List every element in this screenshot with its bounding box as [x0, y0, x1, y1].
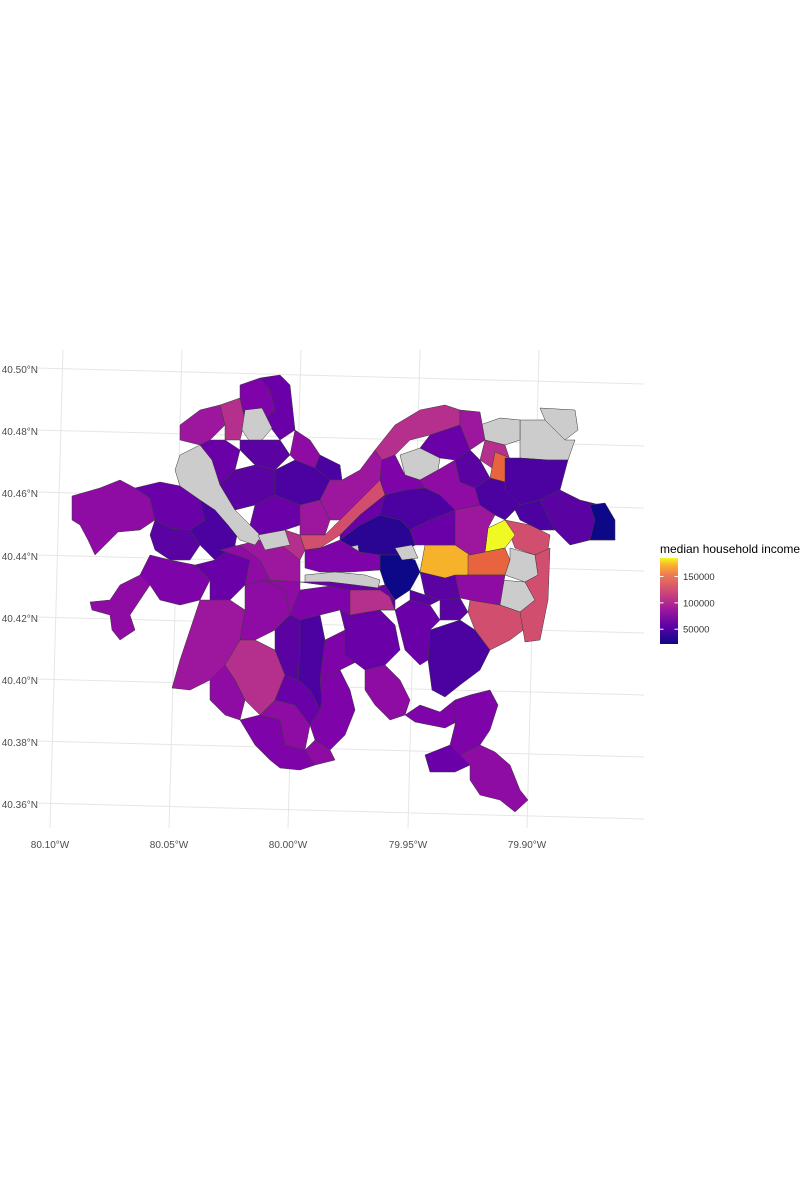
x-tick-label: 79.95°W	[389, 840, 428, 851]
x-axis-labels: 80.10°W 80.05°W 80.00°W 79.95°W 79.90°W	[31, 840, 547, 851]
tract-na-ne-1	[539, 407, 579, 441]
grid-line-80-10W	[49, 349, 64, 829]
grid-line-40-50N	[35, 367, 645, 385]
y-tick-label: 40.42°N	[2, 614, 38, 625]
y-tick-label: 40.50°N	[2, 365, 38, 376]
tract-ce-2	[467, 599, 531, 651]
grid-line-40-42N	[35, 616, 645, 634]
x-tick-label: 80.10°W	[31, 840, 70, 851]
tract-ce-4	[454, 574, 506, 606]
legend-tick-label: 50000	[683, 625, 709, 636]
tract-ce-3	[519, 547, 551, 643]
tract-hazelwood	[427, 619, 491, 698]
tract-nm-3	[474, 477, 521, 521]
tract-sw-4	[209, 664, 246, 721]
tract-downtown	[304, 539, 381, 573]
tract-sc-5	[304, 739, 336, 766]
tract-nm-2	[419, 459, 481, 511]
y-tick-label: 40.48°N	[2, 427, 38, 438]
tract-west-3	[149, 519, 201, 561]
x-tick-label: 80.05°W	[150, 840, 189, 851]
y-axis-labels: 40.50°N 40.48°N 40.46°N 40.44°N 40.42°N …	[2, 365, 38, 811]
grid-line-40-38N	[35, 740, 645, 758]
legend-tick-label: 100000	[683, 598, 715, 609]
tract-hill-west	[339, 494, 386, 541]
tract-west-spur	[89, 574, 151, 641]
tract-west-far	[71, 479, 156, 556]
tract-south-3	[459, 744, 529, 813]
tract-mid-1	[299, 581, 396, 601]
x-tick-label: 79.90°W	[508, 840, 547, 851]
tract-west-4	[139, 554, 211, 606]
tract-layer	[71, 374, 616, 813]
y-tick-label: 40.40°N	[2, 676, 38, 687]
grid-line-40-36N	[35, 802, 645, 820]
legend-tick-label: 150000	[683, 572, 715, 583]
y-tick-label: 40.44°N	[2, 552, 38, 563]
legend-title: median household income	[660, 542, 800, 556]
y-tick-label: 40.36°N	[2, 800, 38, 811]
tract-hill-na	[394, 544, 419, 561]
y-tick-label: 40.38°N	[2, 738, 38, 749]
tract-hill-4	[409, 589, 441, 606]
legend-colorbar	[660, 558, 678, 644]
tract-nw-1	[179, 404, 226, 446]
tract-east-2	[589, 502, 616, 541]
tract-sc-8	[364, 664, 411, 721]
tract-sc-9	[404, 699, 461, 729]
legend: median household income 150000 100000 5000…	[660, 542, 800, 644]
y-tick-label: 40.46°N	[2, 489, 38, 500]
tract-south-1	[449, 689, 499, 756]
tract-nw-11	[249, 494, 301, 536]
tract-cs-2	[439, 597, 469, 621]
tract-nw-8	[239, 439, 291, 471]
legend-ticks: 150000 100000 50000	[660, 572, 715, 636]
tract-nw-3	[199, 439, 241, 486]
x-tick-label: 80.00°W	[269, 840, 308, 851]
tract-nw-12	[257, 529, 291, 551]
